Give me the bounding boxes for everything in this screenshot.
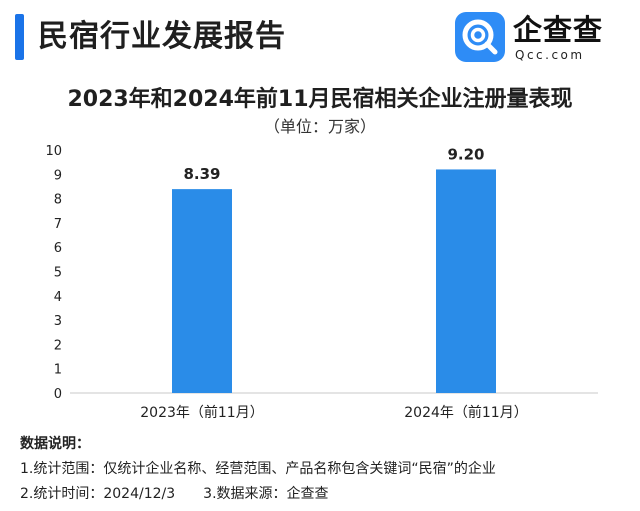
y-tick-label: 2 xyxy=(54,338,62,353)
notes-data-source: 3.数据来源：企查查 xyxy=(203,486,329,502)
y-tick-label: 7 xyxy=(54,217,62,232)
logo-domain: Qcc.com xyxy=(515,48,585,62)
bar-chart: 0 1 2 3 4 5 6 7 8 9 10 8.39 2023年（前11月） 9.20 2024年（前11… xyxy=(45,144,598,421)
y-tick-label: 5 xyxy=(54,266,62,281)
data-label: 9.20 xyxy=(447,145,484,163)
notes-heading: 数据说明： xyxy=(20,436,90,452)
y-tick-label: 0 xyxy=(54,387,62,402)
data-label: 8.39 xyxy=(183,165,220,183)
chart-title: 2023年和2024年前11月民宿相关企业注册量表现 xyxy=(67,87,573,112)
qcc-logo: 企查查 Qcc.com xyxy=(455,12,635,64)
notes-line-2: 2.统计时间：2024/12/3 3.数据来源：企查查 xyxy=(20,482,496,507)
data-notes: 数据说明： 1.统计范围：仅统计企业名称、经营范围、产品名称包含关键词“民宿”的… xyxy=(20,432,496,507)
title-accent-bar xyxy=(15,14,24,60)
y-tick-label: 4 xyxy=(54,290,62,305)
report-header: 民宿行业发展报告 企查查 Qcc.com xyxy=(0,0,640,76)
qcc-logo-icon xyxy=(455,12,505,62)
x-category-label: 2023年（前11月） xyxy=(140,404,263,421)
y-tick-label: 8 xyxy=(54,193,62,208)
bar xyxy=(436,169,496,393)
notes-line-1: 1.统计范围：仅统计企业名称、经营范围、产品名称包含关键词“民宿”的企业 xyxy=(20,461,496,477)
notes-stat-time: 2.统计时间：2024/12/3 xyxy=(20,486,176,502)
chart-unit-label: （单位：万家） xyxy=(263,117,376,136)
y-tick-label: 10 xyxy=(45,144,62,159)
bar xyxy=(172,189,232,393)
y-tick-label: 1 xyxy=(54,363,62,378)
report-title: 民宿行业发展报告 xyxy=(38,19,286,54)
y-tick-label: 3 xyxy=(54,314,62,329)
logo-name: 企查查 xyxy=(513,13,604,47)
y-tick-label: 6 xyxy=(54,241,62,256)
x-category-label: 2024年（前11月） xyxy=(404,404,527,421)
y-tick-label: 9 xyxy=(54,168,62,183)
